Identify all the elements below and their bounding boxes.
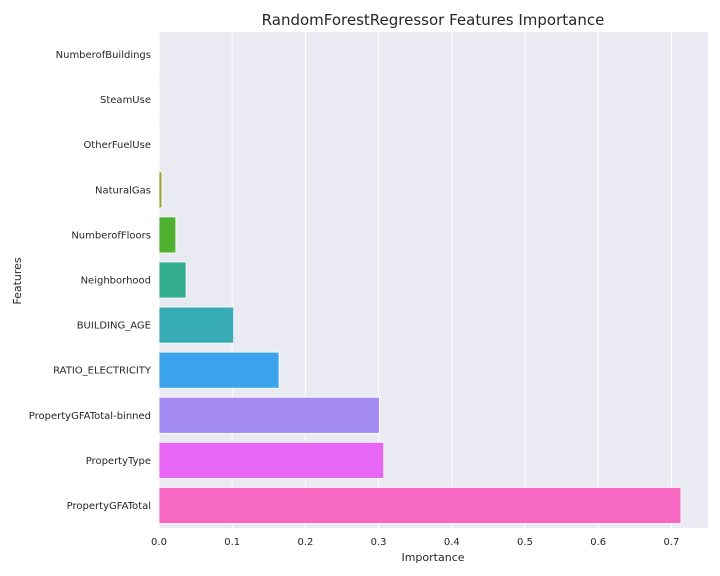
- y-tick-label: BUILDING_AGE: [77, 321, 151, 332]
- x-tick-labels: 0.0 0.1 0.2 0.3 0.4 0.5 0.6 0.7: [151, 537, 679, 548]
- bars: [158, 36, 682, 524]
- x-tick-label: 0.5: [517, 537, 533, 548]
- y-tick-label: OtherFuelUse: [83, 140, 151, 151]
- y-tick-label: NumberofFloors: [71, 230, 151, 241]
- x-tick-label: 0.4: [444, 537, 460, 548]
- x-tick-label: 0.0: [151, 537, 167, 548]
- chart-title: RandomForestRegressor Features Importanc…: [262, 11, 605, 29]
- y-tick-label: NumberofBuildings: [56, 50, 151, 61]
- y-tick-label: SteamUse: [100, 95, 151, 106]
- x-tick-label: 0.3: [371, 537, 387, 548]
- x-tick-label: 0.7: [663, 537, 679, 548]
- bar-naturalgas: [158, 171, 163, 209]
- bar-propertygfatotal-binned: [158, 396, 380, 434]
- bar-neighborhood: [158, 261, 187, 299]
- bar-propertytype: [158, 441, 385, 479]
- y-axis-label: Features: [11, 257, 24, 305]
- x-tick-label: 0.2: [297, 537, 313, 548]
- y-tick-label: NaturalGas: [95, 185, 151, 196]
- bar-propertygfatotal: [158, 487, 682, 524]
- x-tick-label: 0.1: [224, 537, 240, 548]
- y-tick-label: RATIO_ELECTRICITY: [53, 366, 152, 377]
- y-tick-label: PropertyGFATotal: [67, 501, 151, 512]
- y-tick-labels: NumberofBuildings SteamUse OtherFuelUse Nat…: [29, 50, 152, 512]
- x-axis-label: Importance: [401, 551, 464, 564]
- y-tick-label: Neighborhood: [81, 276, 151, 287]
- x-tick-label: 0.6: [590, 537, 606, 548]
- bar-building-age: [158, 306, 235, 344]
- bar-ratio-electricity: [158, 351, 280, 389]
- bar-numberoffloors: [158, 216, 177, 254]
- y-tick-label: PropertyType: [86, 456, 151, 467]
- y-tick-label: PropertyGFATotal-binned: [29, 411, 151, 422]
